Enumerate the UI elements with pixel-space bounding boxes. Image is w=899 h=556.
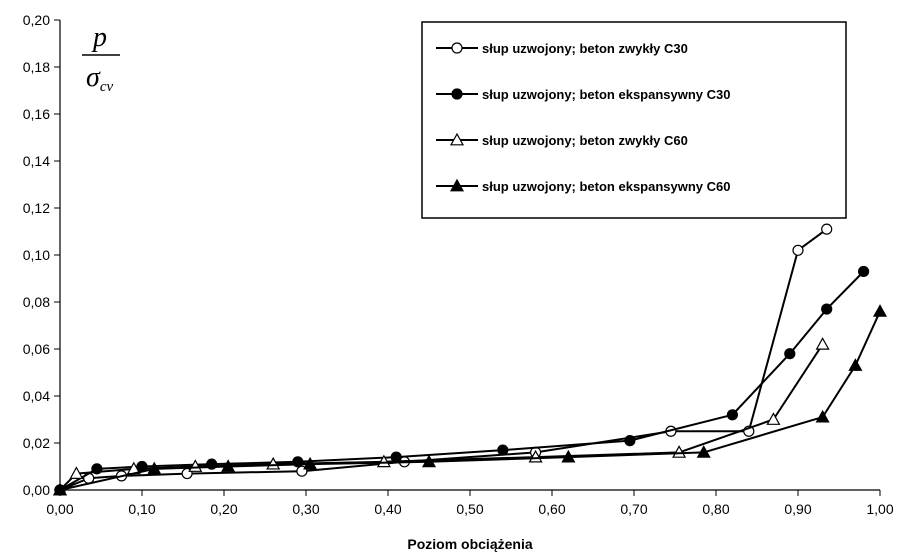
- data-point: [624, 435, 636, 447]
- legend-label: słup uzwojony; beton ekspansywny C60: [482, 179, 731, 194]
- data-point: [821, 223, 833, 235]
- x-tick-label: 0,30: [292, 501, 319, 517]
- data-point: [672, 445, 687, 458]
- series-layer: [52, 223, 888, 496]
- legend-item: słup uzwojony; beton ekspansywny C60: [436, 178, 731, 194]
- x-tick-label: 0,40: [374, 501, 401, 517]
- data-point: [69, 466, 84, 479]
- y-axis-label-numerator: p: [91, 22, 107, 53]
- y-axis-label-subscript: cv: [100, 79, 114, 95]
- x-tick-label: 0,90: [784, 501, 811, 517]
- y-axis-label-sigma: σ: [86, 62, 101, 93]
- y-axis-label: p σcv: [82, 22, 120, 95]
- data-point: [696, 445, 711, 458]
- data-point: [766, 412, 781, 425]
- series-3: [52, 337, 830, 496]
- data-point: [792, 244, 804, 256]
- legend-marker: [451, 42, 463, 54]
- legend-item: słup uzwojony; beton zwykły C30: [436, 41, 688, 56]
- y-tick-label: 0,18: [23, 59, 50, 75]
- data-point: [147, 461, 162, 475]
- legend-label: słup uzwojony; beton zwykły C60: [482, 133, 688, 148]
- x-tick-label: 0,10: [128, 501, 155, 517]
- data-point: [815, 409, 830, 423]
- data-point: [376, 454, 391, 468]
- data-point: [497, 444, 509, 456]
- x-tick-label: 0,00: [46, 501, 73, 517]
- data-point: [848, 358, 863, 371]
- legend-label: słup uzwojony; beton ekspansywny C30: [482, 87, 731, 102]
- legend-item: słup uzwojony; beton zwykły C60: [436, 132, 688, 148]
- y-tick-label: 0,08: [23, 294, 50, 310]
- y-tick-label: 0,02: [23, 435, 50, 451]
- data-point: [784, 348, 796, 360]
- series-4: [52, 304, 888, 496]
- x-axis-title: Poziom obciążenia: [407, 536, 532, 552]
- series-line: [59, 310, 881, 491]
- y-axis-label-denominator: σcv: [86, 62, 113, 95]
- x-tick-label: 0,20: [210, 501, 237, 517]
- y-tick-label: 0,00: [23, 482, 50, 498]
- data-point: [52, 482, 68, 496]
- legend-label: słup uzwojony; beton zwykły C30: [482, 41, 688, 56]
- data-point: [561, 449, 576, 463]
- x-tick-label: 0,70: [620, 501, 647, 517]
- y-tick-label: 0,12: [23, 200, 50, 216]
- data-point: [857, 265, 870, 278]
- legend-marker: [449, 178, 465, 192]
- data-point: [815, 337, 830, 350]
- y-tick-label: 0,10: [23, 247, 50, 263]
- data-point: [821, 303, 833, 315]
- x-tick-label: 0,80: [702, 501, 729, 517]
- y-tick-label: 0,14: [23, 153, 50, 169]
- legend-marker: [451, 88, 463, 100]
- x-tick-label: 1,00: [866, 501, 893, 517]
- legend-marker: [449, 132, 465, 146]
- x-tick-label: 0,50: [456, 501, 483, 517]
- data-point: [872, 304, 888, 317]
- data-point: [221, 459, 236, 472]
- data-point: [303, 456, 318, 470]
- y-tick-label: 0,20: [23, 12, 50, 28]
- legend: słup uzwojony; beton zwykły C30 słup uzwo…: [421, 21, 847, 219]
- y-tick-label: 0,06: [23, 341, 50, 357]
- legend-box: [421, 21, 847, 219]
- legend-item: słup uzwojony; beton ekspansywny C30: [436, 87, 731, 102]
- y-tick-label: 0,04: [23, 388, 50, 404]
- data-point: [421, 454, 437, 468]
- y-tick-label: 0,16: [23, 106, 50, 122]
- axes: 0,00 0,02 0,04 0,06 0,08 0,10 0,12 0,14 0,16 0,18…: [23, 12, 894, 517]
- data-point: [726, 409, 739, 421]
- x-tick-label: 0,60: [538, 501, 565, 517]
